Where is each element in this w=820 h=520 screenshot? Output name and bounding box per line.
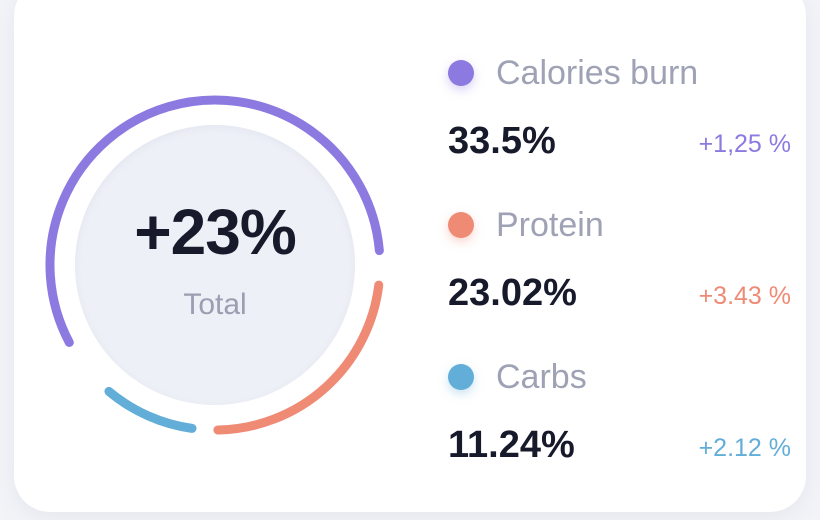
- legend-name: Calories burn: [496, 53, 699, 92]
- calories-dot-icon: [448, 60, 474, 86]
- legend-name: Carbs: [496, 357, 587, 396]
- legend-item-protein: Protein 23.02% +3.43 %: [448, 202, 793, 354]
- protein-dot-icon: [448, 212, 474, 238]
- legend-change: +3.43 %: [698, 282, 791, 310]
- ring-segment-calories: [45, 95, 384, 347]
- carbs-dot-icon: [448, 364, 474, 390]
- legend-name: Protein: [496, 205, 604, 244]
- legend-item-carbs: Carbs 11.24% +2.12 %: [448, 354, 793, 506]
- ring-segment-protein: [213, 280, 384, 435]
- legend-change: +2.12 %: [698, 434, 791, 462]
- total-value: +23%: [134, 196, 296, 268]
- donut-chart: +23% Total: [30, 80, 400, 450]
- donut-ring: [45, 95, 384, 435]
- total-label: Total: [183, 288, 247, 321]
- legend: Calories burn 33.5% +1,25 % Protein 23.0…: [448, 50, 793, 506]
- donut-center: [75, 125, 355, 405]
- ring-segment-carbs: [104, 386, 197, 433]
- legend-value: 33.5%: [448, 120, 556, 162]
- legend-item-calories: Calories burn 33.5% +1,25 %: [448, 50, 793, 202]
- legend-value: 23.02%: [448, 272, 577, 314]
- legend-change: +1,25 %: [698, 130, 791, 158]
- legend-value: 11.24%: [448, 424, 575, 466]
